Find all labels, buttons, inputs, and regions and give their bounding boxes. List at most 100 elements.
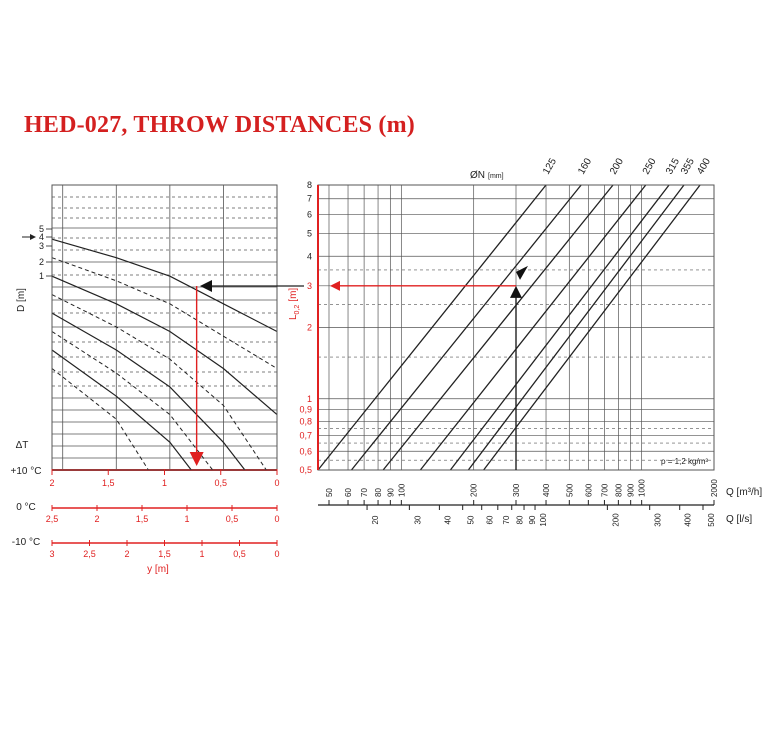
- density-note: ρ = 1,2 kg/m³: [661, 457, 708, 466]
- q-m3h-tick-label: 400: [542, 483, 551, 497]
- q-m3h-tick-label: 600: [584, 483, 593, 497]
- q-m3h-tick-label: 60: [344, 488, 353, 497]
- temp-scale-tick-label: 0,5: [214, 478, 227, 488]
- temp-scale-tick-label: 0,5: [226, 514, 239, 524]
- diameter-header: ØN [mm]: [470, 170, 504, 181]
- q-ls-tick-label: 20: [371, 515, 380, 524]
- q-m3h-tick-label: 70: [360, 488, 369, 497]
- q-m3h-tick-label: 500: [565, 483, 574, 497]
- left-curves: [51, 238, 278, 471]
- right-y-tick-label: 0,9: [299, 405, 312, 415]
- example-up-arrow: [510, 285, 522, 298]
- diameter-label: 160: [576, 156, 594, 176]
- q-m3h-label: Q [m³/h]: [726, 487, 762, 498]
- temp-scale-tick-label: 2,5: [46, 514, 59, 524]
- q-m3h-tick-label: 200: [470, 483, 479, 497]
- diameter-line-315: [449, 184, 670, 471]
- temp-scale-tick-label: 0,5: [233, 549, 246, 559]
- q-ls-tick-label: 300: [654, 513, 663, 527]
- q-m3h-tick-label: 900: [627, 483, 636, 497]
- temp-scale-label: +10 °C: [11, 466, 42, 477]
- q-m3h-tick-label: 50: [325, 488, 334, 497]
- temp-scale-tick-label: 1,5: [102, 478, 115, 488]
- q-ls-tick-label: 200: [611, 513, 620, 527]
- temp-scale-tick-label: 1: [184, 514, 189, 524]
- q-ls-tick-label: 50: [467, 515, 476, 524]
- diameter-line-400: [483, 184, 701, 471]
- delta-t-label: ΔT: [16, 440, 29, 451]
- q-m3h-tick-label: 2000: [710, 479, 719, 497]
- diameter-label: 250: [641, 156, 659, 176]
- temp-scale-tick-label: 0: [274, 478, 279, 488]
- example-red-arrowhead: [330, 280, 340, 291]
- example-red-down-arrow: [189, 452, 204, 466]
- y-axis-label: y [m]: [147, 564, 169, 575]
- right-y-ticks: 8 7 6 5 4 3 2 10,9 0,8 0,7 0,6 0,5: [299, 180, 312, 475]
- temperature-scales: +10 °C 2 1,5 1 0,5 0 0 °C 2,5 2 1,5 1 0,5 0 -10 °C 3 2,…: [11, 466, 280, 559]
- right-y-tick-label: 4: [307, 251, 312, 261]
- right-axis-title-main: L: [288, 314, 299, 320]
- diameter-line-200: [382, 184, 614, 471]
- diameter-line-160: [350, 184, 582, 471]
- left-curve-6: [51, 331, 214, 471]
- q-m3h-tick-label: 300: [512, 483, 521, 497]
- temp-scale-tick-label: 2,5: [83, 549, 96, 559]
- left-curve-3: [51, 275, 278, 416]
- right-axis-title-unit: [m]: [288, 288, 299, 302]
- left-curve-2: [51, 257, 278, 369]
- temp-scale-label: -10 °C: [12, 537, 40, 548]
- right-y-tick-label: 0,8: [299, 417, 312, 427]
- temp-scale-tick-label: 0: [274, 514, 279, 524]
- d-tick-label: 5: [39, 224, 44, 234]
- right-diameter-lines: [317, 184, 701, 471]
- temp-scale-tick-label: 2: [124, 549, 129, 559]
- left-curve-1: [51, 238, 278, 333]
- q-ls-tick-label: 70: [502, 515, 511, 524]
- diameter-label: 400: [695, 156, 713, 176]
- d-tick-label: 1: [39, 271, 44, 281]
- diameter-label: 125: [541, 156, 559, 176]
- right-y-tick-label: 0,7: [299, 430, 312, 440]
- diameter-label: 315: [664, 156, 682, 176]
- right-y-tick-label: 0,6: [299, 446, 312, 456]
- right-y-tick-label: 3: [307, 281, 312, 291]
- temp-scale-tick-label: 2: [49, 478, 54, 488]
- right-y-tick-label: 5: [307, 228, 312, 238]
- temp-scale-tick-label: 1,5: [136, 514, 149, 524]
- q-ls-tick-label: 40: [443, 515, 452, 524]
- q-ls-tick-label: 100: [539, 513, 548, 527]
- right-y-tick-label: 8: [307, 180, 312, 190]
- q-m3h-tick-label: 100: [397, 483, 406, 497]
- q-m3h-tick-label: 80: [374, 488, 383, 497]
- q-ls-tick-label: 30: [413, 515, 422, 524]
- temp-scale-label: 0 °C: [16, 502, 36, 513]
- d-tick-label: 2: [39, 257, 44, 267]
- d-tick-label: 3: [39, 241, 44, 251]
- diameter-label: 355: [679, 156, 697, 176]
- right-panel: 8 7 6 5 4 3 2 10,9 0,8 0,7 0,6 0,5 L0,2 [m] 125 160 20…: [288, 156, 715, 475]
- right-axis-title-sub: 0,2: [294, 305, 301, 315]
- q-m3h-tick-label: 800: [614, 483, 623, 497]
- flow-scales: 50 60 70 80 90 100 200 300 400 500 600 700 800 900 100…: [318, 479, 719, 527]
- temp-scale-tick-label: 1: [199, 549, 204, 559]
- example-path: [189, 265, 528, 470]
- right-y-tick-label: 1: [307, 394, 312, 404]
- left-grid: [52, 185, 278, 471]
- d-pointer-arrowhead: [30, 234, 36, 240]
- q-ls-tick-label: 400: [684, 513, 693, 527]
- q-ls-label: Q [l/s]: [726, 514, 752, 525]
- right-y-tick-label: 6: [307, 210, 312, 220]
- page-title: HED-027, THROW DISTANCES (m): [24, 112, 415, 138]
- q-m3h-tick-label: 90: [386, 488, 395, 497]
- example-left-arrowhead: [200, 280, 212, 292]
- temp-scale-tick-label: 3: [49, 549, 54, 559]
- left-curve-7: [51, 349, 192, 471]
- left-panel: 543 2 1 D [m] ΔT: [16, 184, 278, 471]
- left-axis-title-d: D [m]: [16, 288, 27, 312]
- q-m3h-tick-label: 1000: [638, 479, 647, 497]
- right-y-tick-label: 7: [307, 194, 312, 204]
- q-ls-tick-label: 90: [528, 515, 537, 524]
- left-curve-8: [51, 368, 149, 471]
